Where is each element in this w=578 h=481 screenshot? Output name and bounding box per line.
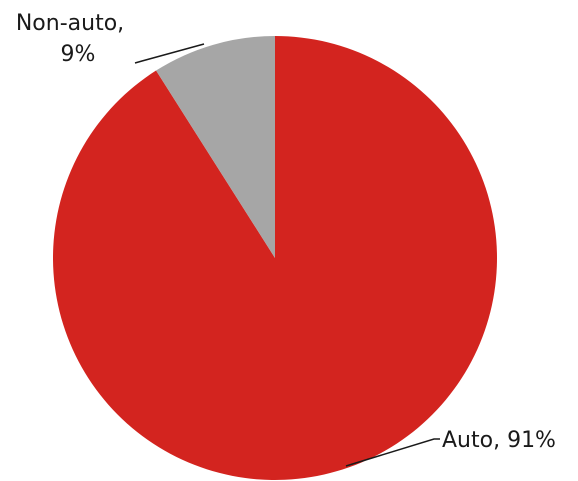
- data-label-auto: Auto, 91%: [442, 428, 556, 453]
- leader-line-non-auto: [134, 43, 205, 64]
- leader-line-auto: [345, 438, 440, 467]
- data-label-non-auto-line1: Non-auto,: [16, 11, 124, 36]
- pie-slice-non-auto: [156, 36, 275, 258]
- data-label-non-auto-line2: 9%: [61, 42, 96, 67]
